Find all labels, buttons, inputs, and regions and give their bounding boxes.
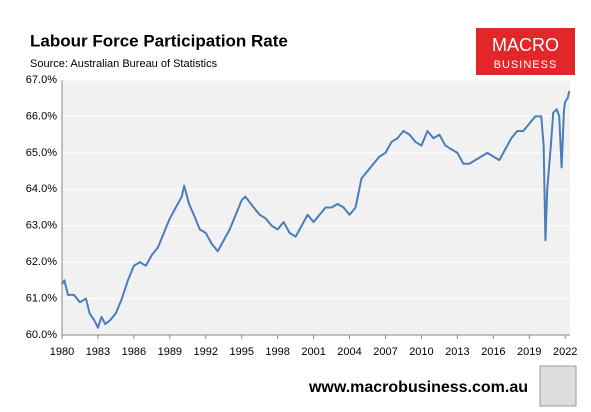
x-tick-label: 2022 <box>553 346 577 358</box>
x-tick-label: 1989 <box>158 346 182 358</box>
y-tick-label: 61.0% <box>26 292 57 304</box>
x-tick-label: 2007 <box>373 346 397 358</box>
y-tick-label: 60.0% <box>26 329 57 341</box>
data-line <box>61 90 571 329</box>
x-tick-label: 1983 <box>86 346 110 358</box>
x-tick-label: 2004 <box>337 346 361 358</box>
y-tick-label: 63.0% <box>26 220 57 232</box>
x-tick-label: 1980 <box>50 346 74 358</box>
logo-text: MACRO <box>492 35 559 55</box>
y-tick-label: 66.0% <box>26 110 57 122</box>
y-tick-label: 67.0% <box>26 74 57 86</box>
x-tick-label: 1995 <box>229 346 253 358</box>
chart-subtitle: Source: Australian Bureau of Statistics <box>30 58 218 70</box>
x-tick-label: 2010 <box>409 346 433 358</box>
y-tick-label: 65.0% <box>26 147 57 159</box>
plot-area <box>62 80 570 335</box>
logo-box <box>476 28 575 75</box>
x-tick-label: 2013 <box>445 346 469 358</box>
y-tick-label: 64.0% <box>26 183 57 195</box>
x-tick-label: 1986 <box>122 346 146 358</box>
logo-text: BUSINESS <box>494 59 558 71</box>
wolf-icon <box>539 365 577 407</box>
footer: www.macrobusiness.com.au <box>308 379 528 396</box>
chart-title: Labour Force Participation Rate <box>30 31 288 50</box>
x-tick-label: 2001 <box>301 346 325 358</box>
x-tick-label: 1998 <box>265 346 289 358</box>
x-tick-label: 1992 <box>194 346 218 358</box>
y-tick-label: 62.0% <box>26 256 57 268</box>
x-tick-label: 2016 <box>481 346 505 358</box>
x-tick-label: 2019 <box>517 346 541 358</box>
